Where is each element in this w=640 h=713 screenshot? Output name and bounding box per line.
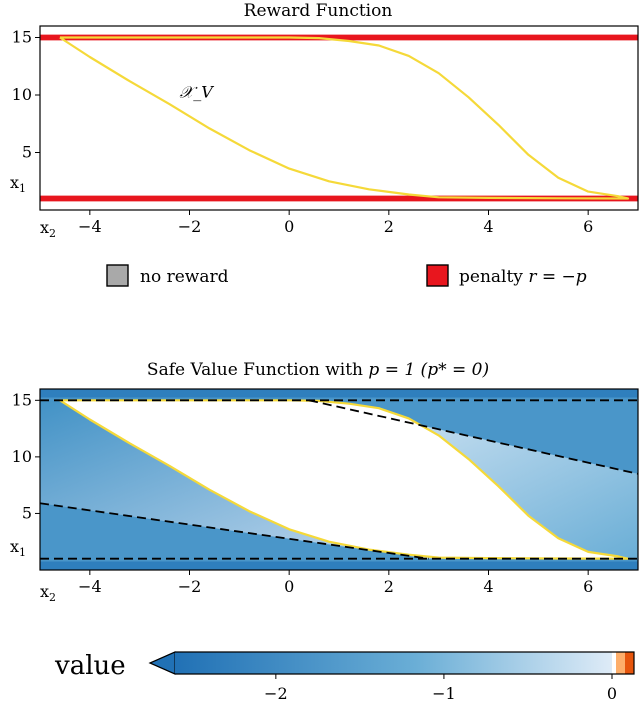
reward-x-tick-label: −4 xyxy=(78,217,102,236)
legend-label-no-reward: no reward xyxy=(140,267,229,287)
colorbar-tick-label: 0 xyxy=(607,684,617,703)
value-x-tick-label: −2 xyxy=(178,577,202,596)
reward-x-tick-label: 0 xyxy=(284,217,294,236)
value-y-label: x1 xyxy=(10,537,26,559)
penalty-bands xyxy=(40,34,638,202)
colorbar-extend-arrow xyxy=(148,651,176,675)
safe-set-label: 𝒳_V xyxy=(180,82,215,101)
value-x-tick-label: 0 xyxy=(284,577,294,596)
value-x-ticks: −4 −2 0 2 4 6 xyxy=(78,570,593,596)
safe-set-boundary xyxy=(59,36,630,200)
penalty-band xyxy=(40,195,638,202)
value-y-tick-label: 5 xyxy=(22,503,32,522)
legend-swatch-penalty xyxy=(426,264,449,287)
reward-y-tick-label: 10 xyxy=(12,85,32,104)
colorbar-tick-label: −1 xyxy=(432,684,456,703)
value-y-ticks: 15 10 5 xyxy=(12,390,40,522)
reward-y-tick-label: 5 xyxy=(22,143,32,162)
safe-set-curve xyxy=(59,36,630,200)
value-safe-set xyxy=(59,400,628,559)
colorbar-frame xyxy=(148,651,635,675)
penalty-band xyxy=(40,34,638,41)
colorbar-tick-label: −2 xyxy=(264,684,288,703)
reward-x-ticks: −4 −2 0 2 4 6 xyxy=(78,210,593,236)
reward-plot-bg xyxy=(40,26,638,210)
legend-label-penalty: penalty r = −p xyxy=(459,267,587,287)
colorbar-positive-band xyxy=(616,652,625,674)
value-plot-frame xyxy=(39,388,639,571)
value-bottom-band xyxy=(40,561,638,570)
value-x-tick-label: 4 xyxy=(483,577,493,596)
reward-x-tick-label: −2 xyxy=(178,217,202,236)
legend-swatch-no-reward xyxy=(106,264,129,287)
reward-panel: Reward Function −4 −2 0 2 4 6 15 10 5 x1 x2 𝒳_V… xyxy=(10,1,639,287)
reward-title: Reward Function xyxy=(244,1,393,21)
value-x-label: x2 xyxy=(40,582,56,604)
reward-x-tick-label: 6 xyxy=(583,217,593,236)
value-dashed-line xyxy=(40,502,429,560)
reward-y-label: x1 xyxy=(10,173,26,195)
value-safe-set-boundary xyxy=(58,399,630,560)
colorbar-gradient xyxy=(175,652,612,674)
value-title: Safe Value Function with p = 1 (p* = 0) xyxy=(147,360,489,380)
reward-x-tick-label: 4 xyxy=(483,217,493,236)
value-dashed-lines xyxy=(40,399,638,560)
value-top-band xyxy=(40,389,638,398)
value-region-left xyxy=(40,400,439,559)
colorbar: value −2 −1 0 xyxy=(54,651,635,703)
reward-y-ticks: 15 10 5 xyxy=(12,28,40,162)
value-region-right xyxy=(309,400,638,559)
colorbar-zero-band xyxy=(612,652,616,674)
reward-x-label: x2 xyxy=(40,218,56,240)
value-panel: Safe Value Function with p = 1 (p* = 0) … xyxy=(10,360,639,604)
value-x-tick-label: 6 xyxy=(583,577,593,596)
reward-plot-frame xyxy=(39,25,639,211)
value-x-tick-label: 2 xyxy=(384,577,394,596)
value-y-tick-label: 10 xyxy=(12,447,32,466)
value-heatmap xyxy=(40,389,638,570)
value-y-tick-label: 15 xyxy=(12,390,32,409)
value-heatmap-regions xyxy=(40,389,638,570)
reward-x-tick-label: 2 xyxy=(384,217,394,236)
colorbar-positive-band-high xyxy=(625,652,634,674)
colorbar-ticks: −2 −1 0 xyxy=(264,674,617,703)
reward-y-tick-label: 15 xyxy=(12,28,32,47)
value-dashed-line xyxy=(308,399,638,475)
value-x-tick-label: −4 xyxy=(78,577,102,596)
colorbar-label: value xyxy=(54,651,126,681)
